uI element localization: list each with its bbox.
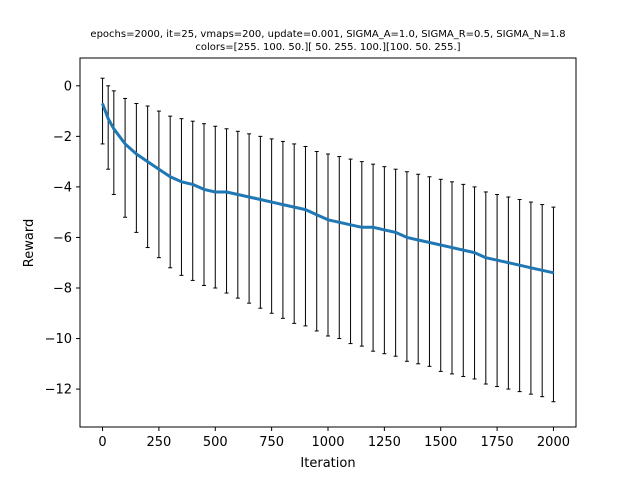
data-point [135, 153, 138, 155]
mean-line [101, 102, 554, 275]
data-point [496, 259, 498, 261]
data-point [237, 193, 239, 196]
data-point [406, 236, 408, 239]
data-point [203, 188, 205, 191]
data-point [107, 117, 109, 120]
data-point [124, 143, 126, 145]
data-point [428, 241, 431, 244]
data-point [338, 221, 341, 224]
y-tick-label: −12 [45, 383, 72, 398]
chart-title-line-2: colors=[255. 100. 50.][ 50. 255. 100.][1… [195, 42, 460, 53]
y-tick-label: −6 [53, 231, 72, 246]
data-point [507, 261, 510, 264]
y-tick-label: −8 [53, 281, 72, 296]
y-axis-label: Reward [22, 219, 37, 267]
data-point [248, 196, 250, 198]
x-tick-label: 0 [98, 435, 106, 450]
x-tick-label: 500 [203, 435, 228, 450]
data-point [293, 206, 295, 208]
data-point [372, 226, 374, 229]
y-axis: 0 −2 −4 −6 −8 −10 −12 [45, 79, 80, 398]
data-point [191, 183, 194, 186]
data-point [518, 264, 521, 267]
data-point [259, 198, 262, 201]
data-point [417, 239, 419, 241]
data-point [225, 191, 228, 193]
data-point [541, 269, 543, 272]
chart-title-line-1: epochs=2000, it=25, vmaps=200, update=0.… [90, 29, 565, 40]
x-tick-label: 1750 [481, 435, 514, 450]
data-point [180, 181, 183, 183]
data-point [327, 218, 329, 221]
data-point [146, 160, 149, 163]
data-point [304, 208, 307, 211]
y-tick-label: −2 [53, 130, 72, 145]
data-point [214, 191, 217, 193]
x-tick-label: 2000 [537, 435, 570, 450]
data-point [282, 203, 284, 206]
data-point [113, 127, 115, 130]
data-point [462, 249, 465, 251]
data-point [349, 224, 352, 226]
y-tick-label: −10 [45, 332, 72, 347]
data-point [473, 251, 476, 254]
x-tick-label: 1500 [424, 435, 457, 450]
data-point [169, 175, 171, 178]
data-point [552, 272, 555, 274]
data-point [361, 226, 363, 229]
y-tick-label: −4 [53, 180, 72, 195]
data-point [383, 229, 386, 231]
y-tick-label: 0 [64, 79, 72, 94]
series-0 [100, 77, 556, 403]
data-point [315, 213, 318, 216]
x-axis: 0 250 500 750 1000 1250 1500 1750 2000 [98, 427, 570, 450]
x-tick-label: 1000 [311, 435, 344, 450]
data-point [270, 201, 273, 203]
data-point [485, 256, 487, 259]
x-tick-label: 250 [146, 435, 171, 450]
plot-area [100, 77, 556, 403]
data-point [439, 244, 442, 246]
data-point [101, 102, 104, 105]
x-axis-label: Iteration [300, 456, 355, 471]
data-point [530, 266, 532, 269]
data-point [158, 168, 160, 171]
data-point [451, 246, 453, 249]
x-tick-label: 750 [259, 435, 284, 450]
x-tick-label: 1250 [368, 435, 401, 450]
data-point [394, 231, 397, 234]
